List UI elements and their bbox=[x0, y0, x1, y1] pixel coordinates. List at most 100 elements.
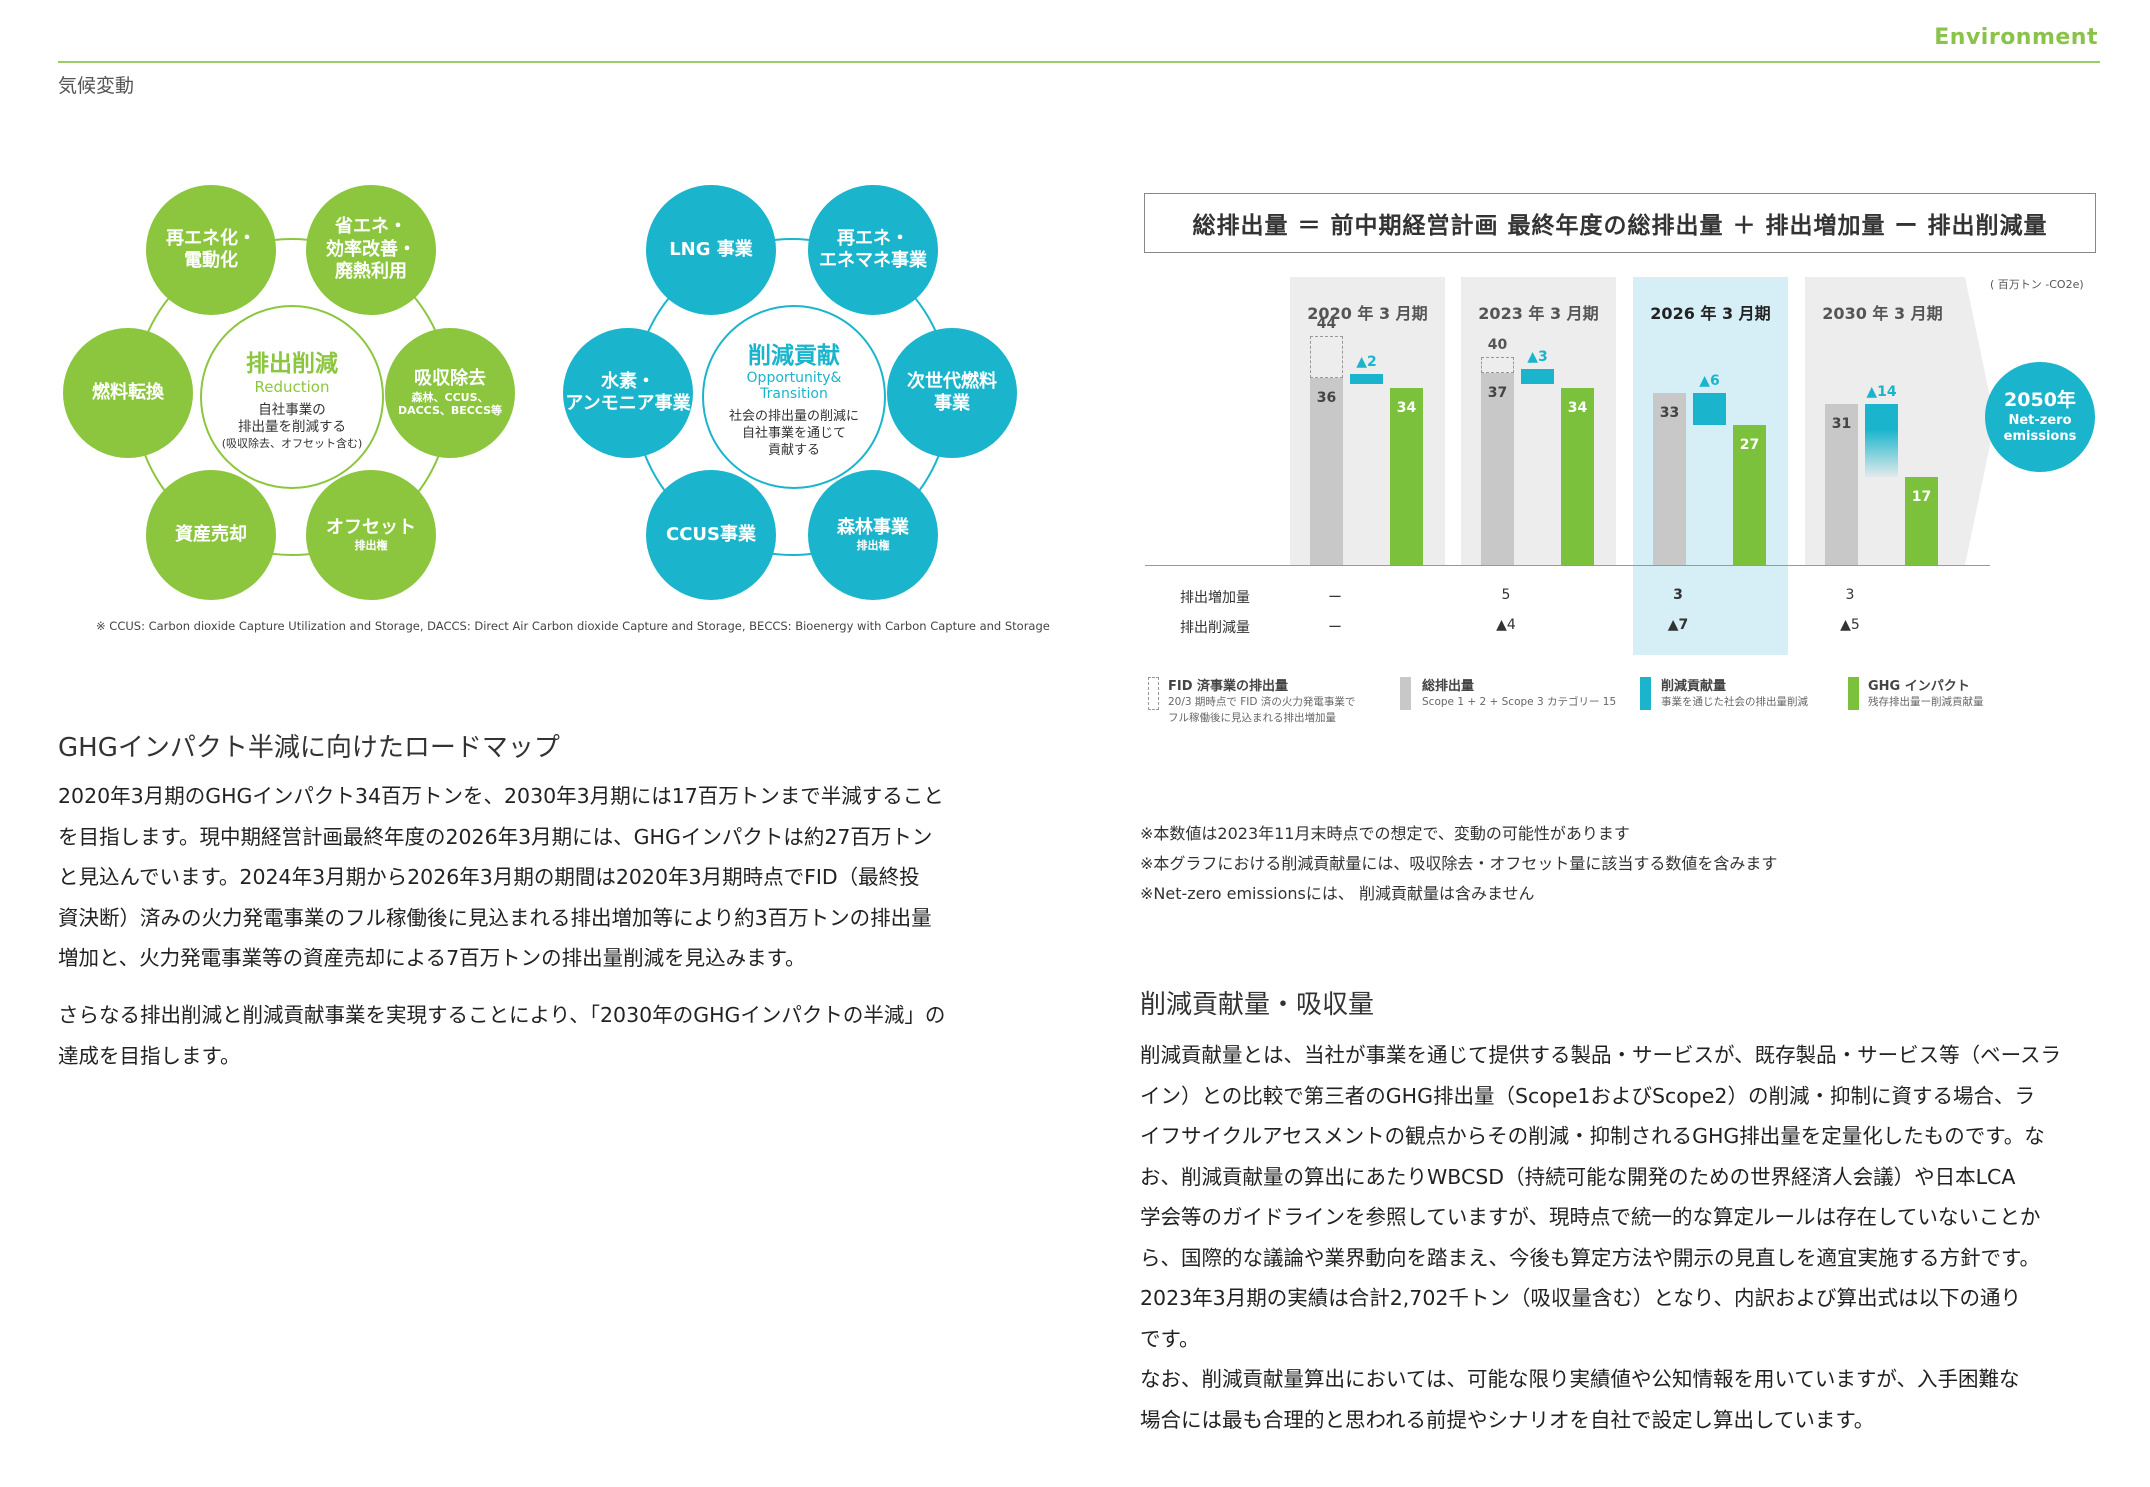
contribution-center-desc1: 社会の排出量の削減に bbox=[728, 408, 859, 424]
reduction-center: 排出削減 Reduction 自社事業の 排出量を削減する (吸収除去、オフセッ… bbox=[200, 305, 384, 489]
contribution-center-title: 削減貢献 bbox=[748, 342, 840, 369]
item-label: 森林事業 bbox=[837, 516, 909, 538]
contribution-value-label: ▲3 bbox=[1527, 348, 1548, 365]
total-value-label: 33 bbox=[1659, 405, 1680, 422]
total-value-label: 37 bbox=[1487, 384, 1508, 401]
net-zero-line: emissions bbox=[2003, 428, 2077, 444]
total-value-label: 31 bbox=[1831, 415, 1852, 432]
item-label: 吸収除去 bbox=[414, 368, 486, 389]
item-label: 電動化 bbox=[184, 250, 238, 271]
net-zero-line: Net-zero bbox=[2008, 412, 2072, 428]
legend-swatch-fid bbox=[1148, 677, 1159, 710]
item-sublabel: DACCS、BECCS等 bbox=[397, 404, 503, 418]
row-label-increase: 排出増加量 bbox=[1180, 590, 1250, 606]
net-zero-target: 2050年 Net-zero emissions bbox=[1985, 362, 2095, 472]
legend-swatch-ghg bbox=[1848, 677, 1859, 710]
fid-value-label: 40 bbox=[1487, 337, 1508, 353]
item-label: LNG 事業 bbox=[669, 238, 753, 260]
legend-label: GHG インパクト bbox=[1868, 679, 1970, 694]
item-label: オフセット bbox=[326, 516, 416, 538]
legend-desc: 残存排出量ー削減貢献量 bbox=[1868, 696, 1984, 708]
item-label: 水素・ bbox=[601, 370, 655, 392]
total-emission-bar bbox=[1310, 377, 1343, 565]
category-title: Environment bbox=[1934, 25, 2098, 50]
text-line: 場合には最も合理的と思われる前提やシナリオを自社で設定し算出しています。 bbox=[1140, 1407, 1875, 1432]
reduction-center-desc2: 排出量を削減する bbox=[238, 418, 346, 435]
text-line: と見込んでいます。2024年3月期から2026年3月期の期間は2020年3月期時… bbox=[58, 865, 920, 889]
reduction-item-removal: 吸収除去 森林、CCUS、 DACCS、BECCS等 bbox=[385, 328, 515, 458]
contribution-bar bbox=[1350, 373, 1383, 385]
ghg-impact-bar bbox=[1905, 476, 1938, 565]
text-line: さらなる排出削減と削減貢献事業を実現することにより、「2030年のGHGインパク… bbox=[58, 1003, 946, 1027]
contribution-center-desc3: 貢献する bbox=[767, 442, 820, 458]
category-label: 2026 年 3 月期 bbox=[1650, 304, 1771, 323]
text-line: を目指します。現中期経営計画最終年度の2026年3月期には、GHGインパクトは約… bbox=[58, 824, 933, 849]
text-line: ら、国際的な議論や業界動向を踏まえ、今後も算定方法や開示の見直しを適宜実施する方… bbox=[1140, 1245, 2040, 1270]
legend-desc: Scope 1 + 2 + Scope 3 カテゴリー 15 bbox=[1422, 696, 1617, 708]
legend-desc: 事業を通じた社会の排出量削減 bbox=[1661, 696, 1808, 708]
roadmap-paragraph-1: 2020年3月期のGHGインパクト34百万トンを、2030年3月期には17百万ト… bbox=[58, 776, 1058, 979]
total-emission-bar bbox=[1481, 372, 1514, 565]
contribution-center-desc2: 自社事業を通じて bbox=[741, 425, 846, 441]
category-label: 2030 年 3 月期 bbox=[1822, 304, 1943, 323]
legend-swatch-total bbox=[1400, 677, 1411, 710]
item-sublabel: 森林、CCUS、 bbox=[411, 390, 489, 404]
reduction-item-efficiency: 省エネ・ 効率改善・ 廃熱利用 bbox=[306, 185, 436, 315]
item-sublabel: 排出権 bbox=[354, 539, 388, 553]
item-label: 省エネ・ bbox=[335, 216, 407, 238]
row-value: ー bbox=[1328, 620, 1342, 636]
header-divider bbox=[58, 61, 2100, 63]
text-line: お、削減貢献量の算出にあたりWBCSD（持続可能な開発のための世界経済人会議）や… bbox=[1140, 1164, 2016, 1189]
legend-desc: 20/3 期時点で FID 済の火力発電事業で フル稼働後に見込まれる排出増加量 bbox=[1168, 694, 1355, 726]
reduction-center-desc3: (吸収除去、オフセット含む) bbox=[221, 436, 363, 450]
contribution-item-ccus: CCUS事業 bbox=[646, 470, 776, 600]
reduction-center-title: 排出削減 bbox=[246, 350, 338, 377]
ghg-value-label: 34 bbox=[1396, 400, 1417, 417]
text-line: イフサイクルアセスメントの観点からその削減・抑制されるGHG排出量を定量化したも… bbox=[1140, 1124, 2045, 1148]
row-value: ー bbox=[1328, 590, 1342, 606]
ghg-impact-bar bbox=[1561, 388, 1594, 565]
roadmap-heading: GHGインパクト半減に向けたロードマップ bbox=[58, 733, 560, 763]
row-value: ▲4 bbox=[1496, 617, 1516, 633]
chart-note: ※本グラフにおける削減貢献量には、吸収除去・オフセット量に該当する数値を含みます bbox=[1140, 854, 1778, 873]
text-line: 削減貢献量とは、当社が事業を通じて提供する製品・サービスが、既存製品・サービス等… bbox=[1140, 1043, 2062, 1067]
fid-value-label: 44 bbox=[1316, 316, 1337, 333]
contribution-heading: 削減貢献量・吸収量 bbox=[1140, 990, 1375, 1020]
ghg-impact-bar bbox=[1390, 388, 1423, 565]
item-sublabel: 排出権 bbox=[856, 539, 890, 553]
contribution-bar bbox=[1865, 403, 1898, 477]
contribution-value-label: ▲14 bbox=[1866, 383, 1897, 400]
contribution-item-renewables: 再エネ・ エネマネ事業 bbox=[808, 185, 938, 315]
text-line: です。 bbox=[1140, 1326, 1200, 1351]
total-value-label: 36 bbox=[1316, 389, 1337, 406]
reduction-item-divestment: 資産売却 bbox=[146, 470, 276, 600]
chart-note: ※本数値は2023年11月末時点での想定で、変動の可能性があります bbox=[1140, 824, 1630, 843]
text-line: 資決断）済みの火力発電事業のフル稼働後に見込まれる排出増加等により約3百万トンの… bbox=[58, 905, 932, 930]
contribution-value-label: ▲2 bbox=[1356, 353, 1377, 370]
row-value: ▲5 bbox=[1840, 617, 1860, 633]
category-label: 2020 年 3 月期 bbox=[1307, 304, 1428, 323]
item-label: 資産売却 bbox=[175, 523, 247, 545]
text-line: イン）との比較で第三者のGHG排出量（Scope1およびScope2）の削減・抑… bbox=[1140, 1083, 2035, 1108]
section-label: 気候変動 bbox=[58, 75, 135, 97]
net-zero-year: 2050年 bbox=[2004, 388, 2076, 411]
contribution-item-forestry: 森林事業 排出権 bbox=[808, 470, 938, 600]
contribution-bar bbox=[1521, 368, 1554, 385]
reduction-item-renewables: 再エネ化・ 電動化 bbox=[146, 185, 276, 315]
diagram-footnote: ※ CCUS: Carbon dioxide Capture Utilizati… bbox=[96, 619, 1050, 633]
category-label: 2023 年 3 月期 bbox=[1478, 304, 1599, 323]
chart-note: ※Net-zero emissionsには、 削減貢献量は含みません bbox=[1140, 884, 1535, 903]
chart-unit: ( 百万トン -CO2e) bbox=[1990, 278, 2084, 291]
row-label-reduction: 排出削減量 bbox=[1180, 620, 1250, 636]
item-label: 効率改善・ bbox=[326, 238, 416, 260]
item-label: 燃料転換 bbox=[92, 381, 164, 403]
text-line: なお、削減貢献量算出においては、可能な限り実績値や公知情報を用いていますが、入手… bbox=[1140, 1367, 2020, 1391]
legend-label: 削減貢献量 bbox=[1661, 679, 1727, 694]
row-value: 5 bbox=[1501, 587, 1511, 603]
item-label: 廃熱利用 bbox=[335, 261, 407, 283]
fid-bar bbox=[1310, 336, 1343, 378]
item-label: 再エネ化・ bbox=[166, 227, 256, 249]
contribution-center: 削減貢献 Opportunity& Transition 社会の排出量の削減に … bbox=[702, 305, 886, 489]
ghg-impact-bar bbox=[1733, 424, 1766, 565]
contribution-value-label: ▲6 bbox=[1699, 373, 1720, 390]
